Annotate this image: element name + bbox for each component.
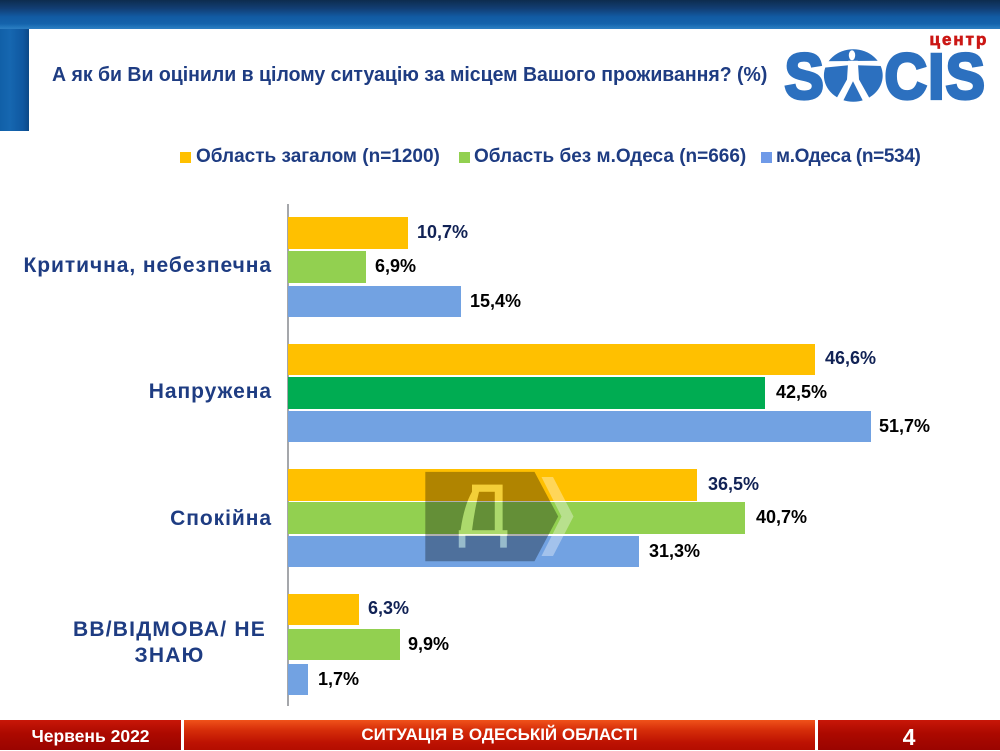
svg-text:CIS: CIS bbox=[885, 41, 986, 110]
svg-text:центр: центр bbox=[930, 30, 989, 49]
svg-text:S: S bbox=[785, 41, 824, 110]
